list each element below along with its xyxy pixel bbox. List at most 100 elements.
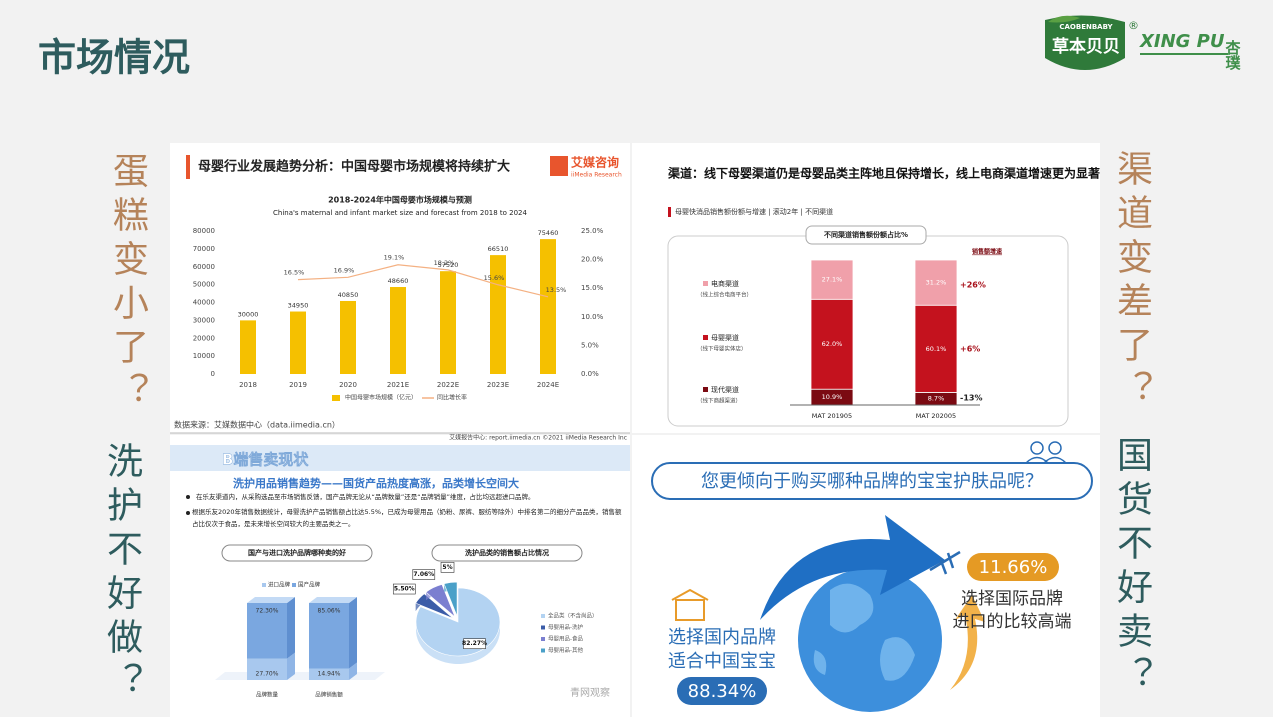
survey-question: 您更倾向于购买哪种品牌的宝宝护肤品呢？ xyxy=(701,471,1043,492)
bar xyxy=(240,320,256,374)
legend-label: 母婴用品-食品 xyxy=(548,635,583,643)
logo-leaf xyxy=(1048,15,1080,23)
bullet: 根据乐友2020年销售数据统计，母婴洗护产品销售额占比达5.5%，已成为母婴用品… xyxy=(192,508,622,528)
option-line: 选择国际品牌 xyxy=(961,589,1063,609)
gate-icon xyxy=(671,588,709,621)
chart-subtitle: China's maternal and infant market size … xyxy=(273,209,527,217)
data-label: 18.2% xyxy=(434,259,455,267)
x-tick-label: 2019 xyxy=(289,381,307,389)
option-percent: 88.34% xyxy=(688,681,757,702)
data-label: 16.5% xyxy=(284,269,305,277)
data-label: 34950 xyxy=(288,302,309,310)
data-label: 30000 xyxy=(238,310,259,318)
data-label: 72.30% xyxy=(256,608,279,615)
title-box xyxy=(805,225,927,245)
land xyxy=(813,583,915,681)
data-label: 85.06% xyxy=(318,608,341,615)
y-tick-label: 0 xyxy=(211,370,215,378)
label-box xyxy=(412,569,436,580)
globe xyxy=(798,568,942,712)
bar xyxy=(340,300,356,374)
y-tick-label: 50000 xyxy=(193,281,215,289)
bar-segment xyxy=(309,603,349,669)
legend-swatch xyxy=(262,583,266,587)
legend-note: （线下母婴实体店） xyxy=(697,345,747,353)
y-tick-label: 10000 xyxy=(193,352,215,360)
data-label: 75460 xyxy=(538,229,559,237)
panel-heading: 渠道：线下母婴渠道仍是母婴品类主阵地且保持增长，线上电商渠道增速更为显著 xyxy=(668,166,1100,181)
data-label: 57520 xyxy=(438,261,459,269)
data-label: 5% xyxy=(442,564,452,571)
x-tick-label: 品牌销售额 xyxy=(315,691,343,699)
panel-subheading: 洗护用品销售趋势——国货产品热度高涨，品类增长空间大 xyxy=(233,476,519,490)
legend-label: 进口品牌 xyxy=(268,581,291,589)
panel xyxy=(170,435,630,717)
data-label: 5.50% xyxy=(394,586,415,593)
pie-slice xyxy=(415,593,454,619)
logo-shape xyxy=(1045,15,1125,71)
data-label: 19.1% xyxy=(384,254,405,262)
data-label: 8.7% xyxy=(928,395,945,403)
data-label: 48660 xyxy=(388,277,409,285)
legend-swatch xyxy=(292,583,296,587)
arrow xyxy=(950,595,985,690)
legend-swatch xyxy=(703,335,708,340)
legend-label: 母婴渠道 xyxy=(711,333,739,342)
question: 蛋糕变小了？ xyxy=(108,152,149,416)
y2-tick-label: 5.0% xyxy=(581,341,599,349)
legend-swatch xyxy=(541,648,545,653)
bar-segment xyxy=(247,603,287,659)
y-tick-label: 70000 xyxy=(193,245,215,253)
bar-segment xyxy=(810,259,854,300)
y2-tick-label: 10.0% xyxy=(581,313,604,321)
data-label: 60.1% xyxy=(926,345,947,353)
logo-en: CAOBENBABY xyxy=(1059,23,1113,31)
legend-note: （线上综合电商平台） xyxy=(697,291,752,299)
growth-title: 销售额增速 xyxy=(972,248,1002,256)
panel-heading: B端售卖现状 xyxy=(222,451,309,469)
growth-label: +26% xyxy=(960,281,986,290)
option-percent: 11.66% xyxy=(979,557,1048,578)
question: 洗护不好做？ xyxy=(102,442,143,706)
bar xyxy=(540,239,556,374)
bar xyxy=(440,271,456,374)
data-label: 16.9% xyxy=(334,266,355,274)
pie-slice xyxy=(425,584,456,618)
data-label: 15.6% xyxy=(484,274,505,282)
bar-segment xyxy=(914,304,958,393)
percent-pill xyxy=(677,677,767,705)
data-label: 40850 xyxy=(338,291,359,299)
panel-heading: 母婴行业发展趋势分析：中国母婴市场规模将持续扩大 xyxy=(198,159,510,175)
heading-bar xyxy=(668,207,671,217)
y-tick-label: 20000 xyxy=(193,334,215,342)
brand: 艾媒咨询 xyxy=(571,155,619,170)
y-tick-label: 30000 xyxy=(193,316,215,324)
bullet-dot xyxy=(186,511,190,515)
y-tick-label: 80000 xyxy=(193,227,215,235)
icon xyxy=(675,599,705,621)
x-tick-label: 2021E xyxy=(387,381,409,389)
legend-swatch xyxy=(703,387,708,392)
bar-side xyxy=(287,652,295,680)
legend-label: 中国母婴市场规模（亿元） xyxy=(345,394,417,402)
legend-label: 电商渠道 xyxy=(711,279,739,288)
logo-cn: 草本贝贝 xyxy=(1052,36,1120,57)
panel xyxy=(632,143,1100,433)
y2-tick-label: 15.0% xyxy=(581,284,604,292)
bar xyxy=(390,287,406,374)
logo2-en: XING PU xyxy=(1139,31,1225,52)
icon xyxy=(1048,441,1062,455)
bar-segment xyxy=(810,298,854,390)
legend-label: 母婴用品-洗护 xyxy=(548,623,583,631)
arrow xyxy=(760,515,945,620)
y-tick-label: 40000 xyxy=(193,299,215,307)
chart-subtitle: 母婴快消品销售额份额与增速 | 滚动2年 | 不同渠道 xyxy=(675,207,833,216)
percent-pill xyxy=(967,553,1059,581)
growth-label: +6% xyxy=(960,345,980,354)
question: 国货不好卖？ xyxy=(1112,436,1153,700)
bar-side xyxy=(349,597,357,669)
legend-note: （线下商超渠道） xyxy=(697,397,741,405)
x-tick-label: 品牌数量 xyxy=(256,691,279,699)
label-box xyxy=(463,638,486,650)
